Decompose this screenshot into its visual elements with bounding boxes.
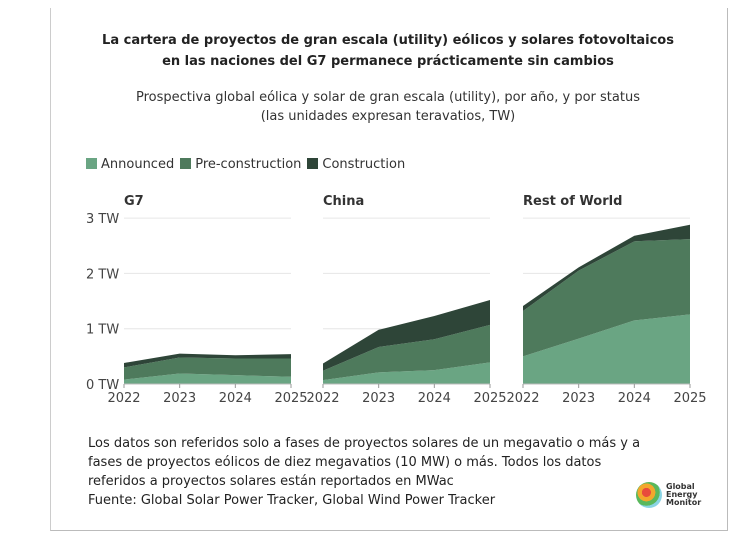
x-tick-label: 2022 xyxy=(107,391,140,406)
legend: Announced Pre-construction Construction xyxy=(86,157,405,172)
panel-title: China xyxy=(323,194,364,209)
x-tick-label: 2023 xyxy=(362,391,395,406)
area-construction xyxy=(323,299,490,371)
legend-item-construction: Construction xyxy=(307,157,405,172)
area-announced xyxy=(523,314,690,384)
y-tick-label: 1 TW xyxy=(86,323,119,338)
y-tick-label: 0 TW xyxy=(86,378,119,393)
x-tick-label: 2023 xyxy=(562,391,595,406)
area-pre-construction xyxy=(523,239,690,357)
area-pre-construction xyxy=(124,357,291,380)
x-tick-label: 2025 xyxy=(274,391,307,406)
x-tick-label: 2022 xyxy=(306,391,339,406)
gem-logo: Global Energy Monitor xyxy=(636,482,701,508)
area-pre-construction xyxy=(323,324,490,381)
footnote-source: Fuente: Global Solar Power Tracker, Glob… xyxy=(88,493,496,508)
legend-item-pre-construction: Pre-construction xyxy=(180,157,301,172)
chart-subtitle-line-2: (las unidades expresan teravatios, TW) xyxy=(260,109,516,124)
y-tick-label: 2 TW xyxy=(86,267,119,282)
x-tick-label: 2024 xyxy=(418,391,451,406)
chart-frame xyxy=(50,8,728,531)
legend-label: Announced xyxy=(101,157,175,172)
globe-icon xyxy=(636,482,662,508)
x-tick-label: 2022 xyxy=(506,391,539,406)
footnote: Los datos son referidos solo a fases de … xyxy=(88,434,658,510)
area-construction xyxy=(523,224,690,312)
x-tick-label: 2023 xyxy=(163,391,196,406)
panel-title: G7 xyxy=(124,194,144,209)
x-tick-label: 2024 xyxy=(618,391,651,406)
area-construction xyxy=(124,353,291,368)
x-tick-label: 2024 xyxy=(219,391,252,406)
panel-title: Rest of World xyxy=(523,194,622,209)
x-tick-label: 2025 xyxy=(673,391,706,406)
chart-subtitle-line-1: Prospectiva global eólica y solar de gra… xyxy=(136,90,640,105)
legend-label: Construction xyxy=(322,157,406,172)
legend-label: Pre-construction xyxy=(195,157,302,172)
area-announced xyxy=(323,362,490,384)
legend-item-announced: Announced xyxy=(86,157,174,172)
footnote-note: Los datos son referidos solo a fases de … xyxy=(88,436,641,489)
x-tick-label: 2025 xyxy=(473,391,506,406)
y-tick-label: 3 TW xyxy=(86,212,119,227)
chart-title-line-1: La cartera de proyectos de gran escala (… xyxy=(102,33,674,48)
area-announced xyxy=(124,373,291,384)
chart-title-line-2: en las naciones del G7 permanece práctic… xyxy=(162,54,614,69)
